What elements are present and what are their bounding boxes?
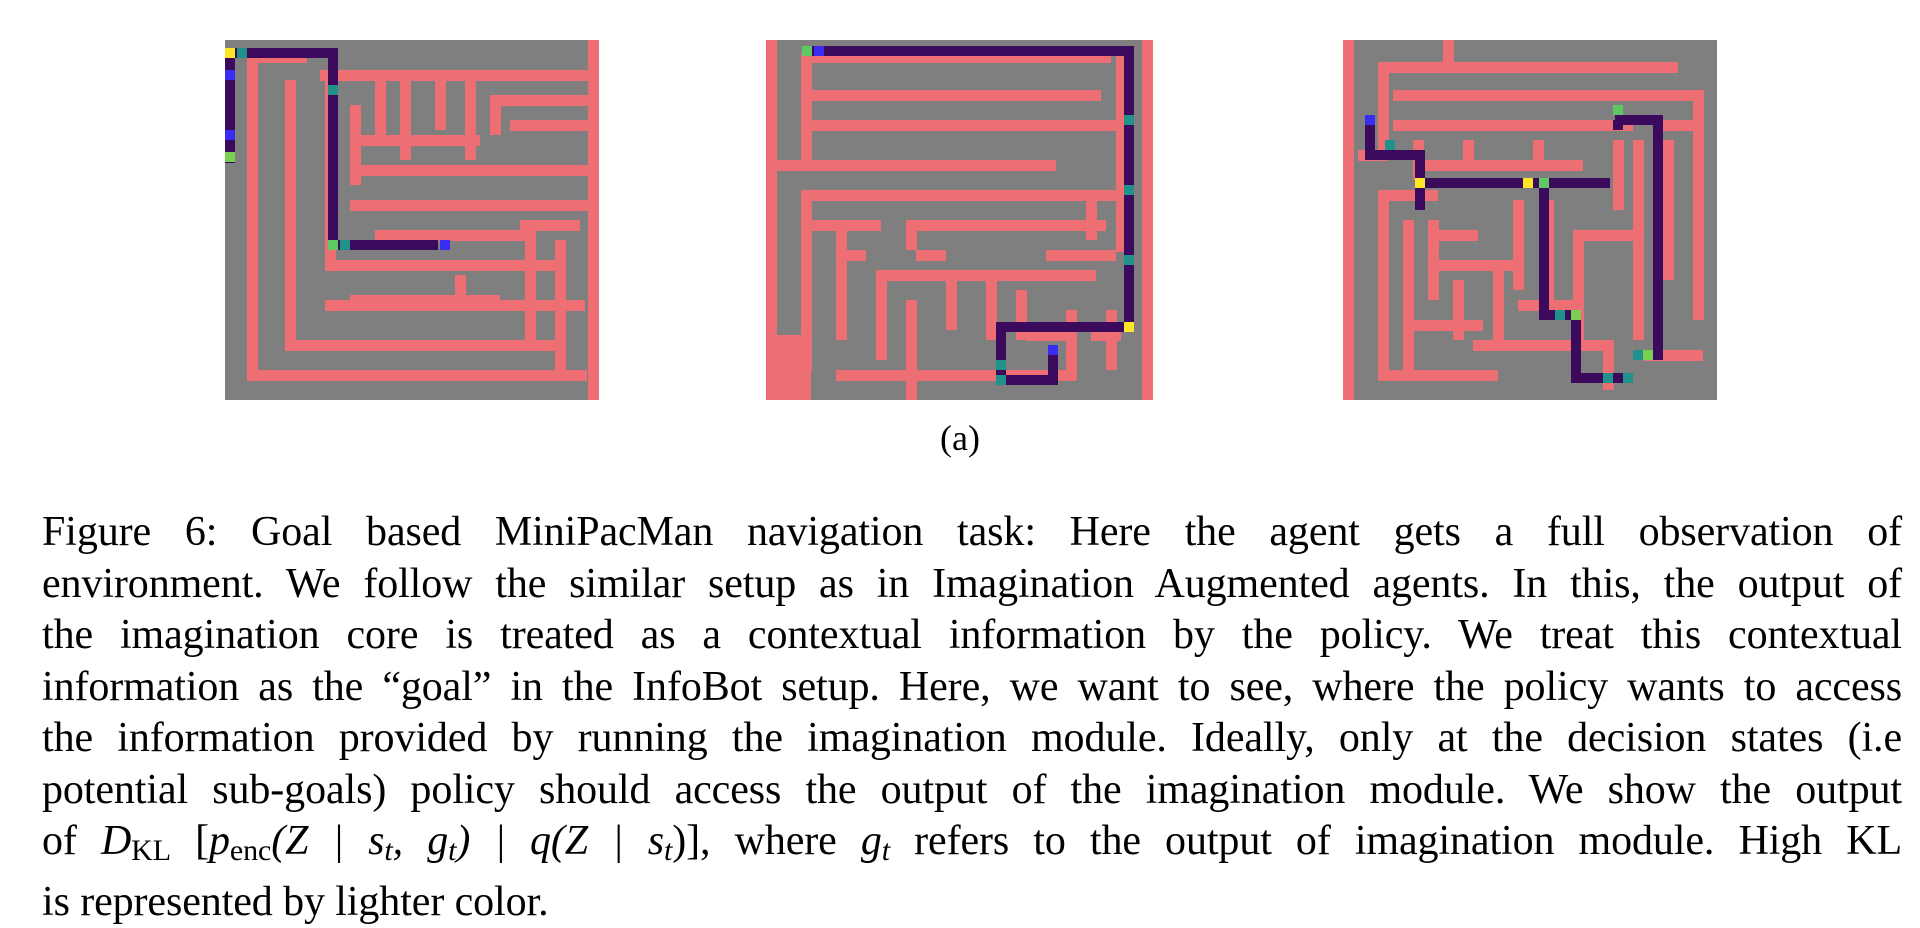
maze-3	[1343, 40, 1717, 400]
caption-line-7-prefix: of	[42, 818, 101, 864]
caption-line-7: of DKL [penc(Z | st, gt) | q(Z | st)], w…	[42, 816, 1902, 877]
maze-1-image	[225, 40, 599, 400]
maze-3-image	[1343, 40, 1717, 400]
math-open: [	[171, 818, 209, 864]
caption-line-3: the imagination core is treated as a con…	[42, 610, 1902, 662]
caption-line-5: the information provided by running the …	[42, 713, 1902, 765]
math-KL: KL	[131, 834, 171, 867]
math-comma: , g	[393, 818, 448, 864]
caption-line-2: environment. We follow the similar setup…	[42, 559, 1902, 611]
math-gt: t	[882, 834, 890, 867]
maze-2-image	[766, 40, 1153, 400]
maze-2	[766, 40, 1153, 400]
math-args1: (Z | s	[271, 818, 384, 864]
caption-line-8: is represented by lighter color.	[42, 877, 1902, 928]
math-D: D	[101, 818, 131, 864]
maze-1	[225, 40, 599, 400]
maze-walls	[247, 40, 599, 400]
caption-line-1: Figure 6: Goal based MiniPacMan navigati…	[42, 507, 1902, 559]
figure-caption: Figure 6: Goal based MiniPacMan navigati…	[42, 507, 1902, 928]
caption-line-7-suffix: refers to the output of imagination modu…	[890, 818, 1902, 864]
caption-line-7-mid: , where	[700, 818, 861, 864]
math-g: g	[861, 818, 882, 864]
subfigure-label: (a)	[0, 418, 1920, 458]
math-close2: )]	[672, 818, 700, 864]
math-t1: t	[384, 834, 392, 867]
maze-walls	[1343, 40, 1704, 400]
math-enc: enc	[230, 834, 271, 867]
caption-line-6: potential sub-goals) policy should acces…	[42, 765, 1902, 817]
maze-walls	[766, 40, 1153, 400]
math-close1: ) | q(Z | s	[456, 818, 664, 864]
caption-line-4: information as the “goal” in the InfoBot…	[42, 662, 1902, 714]
math-p: p	[209, 818, 230, 864]
